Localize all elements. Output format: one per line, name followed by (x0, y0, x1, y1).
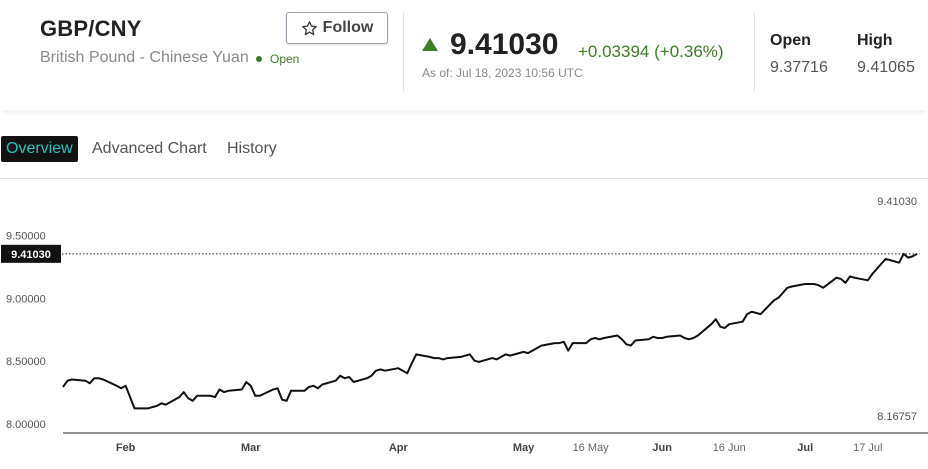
stat-open-label: Open (770, 32, 811, 49)
divider (754, 12, 755, 92)
price-chart: 9.50000 9.00000 8.50000 8.00000 Feb Mar Apr May… (1, 196, 928, 454)
market-status-label: Open (270, 52, 300, 66)
x-tick-label: Jun (652, 442, 672, 454)
x-tick-label: Mar (241, 442, 261, 454)
x-tick-label: May (513, 442, 535, 454)
range-high-label: 9.41030 (877, 196, 917, 208)
last-price: 9.41030 (450, 28, 559, 61)
x-tick-label: Jul (797, 442, 813, 454)
tab-advanced-chart[interactable]: Advanced Chart (92, 140, 207, 157)
x-tick-label: Feb (116, 442, 136, 454)
y-tick-label: 9.50000 (6, 231, 46, 243)
y-tick-label: 8.00000 (6, 419, 46, 431)
stat-open-value: 9.37716 (770, 59, 828, 76)
arrow-up-icon (422, 38, 438, 51)
x-tick-label: Apr (389, 442, 409, 454)
tab-overview[interactable]: Overview (1, 136, 78, 162)
follow-label: Follow (322, 19, 374, 36)
quote-header: GBP/CNY British Pound - Chinese Yuan Ope… (0, 0, 928, 110)
follow-button[interactable]: Follow (286, 12, 388, 44)
y-tick-label: 9.00000 (6, 293, 46, 305)
divider (403, 12, 404, 92)
x-tick-label: 17 Jul (853, 442, 882, 454)
range-low-label: 8.16757 (877, 411, 917, 423)
x-tick-label: 16 May (573, 442, 610, 454)
as-of-timestamp: As of: Jul 18, 2023 10:56 UTC (422, 66, 583, 80)
symbol-title: GBP/CNY (40, 16, 142, 41)
instrument-name: British Pound - Chinese Yuan (40, 49, 249, 66)
market-status: Open (256, 52, 299, 66)
price-series-line (62, 252, 918, 410)
x-tick-label: 16 Jun (713, 442, 746, 454)
stat-high-value: 9.41065 (857, 59, 915, 76)
price-change: +0.03394 (+0.36%) (578, 42, 724, 61)
stat-high-label: High (857, 32, 893, 49)
current-value-label: 9.41030 (11, 249, 51, 261)
tab-history[interactable]: History (227, 140, 277, 157)
y-tick-label: 8.50000 (6, 356, 46, 368)
current-value-badge (1, 244, 61, 263)
status-dot-icon (256, 56, 262, 62)
tabs-divider (0, 178, 928, 179)
star-icon (301, 20, 317, 35)
